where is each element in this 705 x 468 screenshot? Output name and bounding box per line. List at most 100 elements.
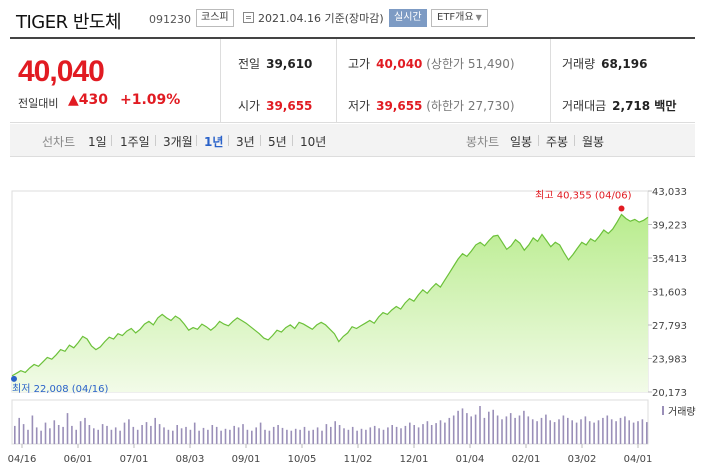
volume-bar xyxy=(220,430,222,444)
divider xyxy=(336,39,337,123)
volume-bar xyxy=(264,429,266,445)
volume-bar xyxy=(593,422,595,444)
high-label: 고가 xyxy=(348,57,371,71)
volume-bar xyxy=(93,428,95,444)
prev-value: 39,610 xyxy=(266,57,313,71)
candle-weekly[interactable]: 주봉 xyxy=(546,135,569,149)
volume-bar xyxy=(163,427,165,444)
high-marker xyxy=(618,205,625,212)
candle-monthly[interactable]: 월봉 xyxy=(582,135,605,149)
up-arrow-icon: ▲ xyxy=(68,92,79,108)
period-5y[interactable]: 5년 xyxy=(268,135,287,149)
volume-bar xyxy=(637,421,639,444)
divider xyxy=(228,135,229,146)
open-label: 시가 xyxy=(238,99,261,113)
price-area xyxy=(12,214,648,392)
x-tick-label: 06/01 xyxy=(64,454,93,465)
volume-bar xyxy=(588,421,591,444)
stock-code: 091230 xyxy=(149,13,191,26)
volume-bar xyxy=(624,416,626,444)
volume-bar xyxy=(110,429,113,445)
volume-bar xyxy=(400,428,402,444)
volume-bar xyxy=(409,422,411,444)
quote-panel: 40,040 전일대비 ▲430 +1.09% 전일 39,610 고가 40,04… xyxy=(10,37,695,123)
calendar-icon xyxy=(243,12,254,23)
volume-bar xyxy=(562,415,565,444)
volume-bar xyxy=(553,422,556,444)
volume-bar xyxy=(114,427,117,444)
volume-bar xyxy=(610,419,613,444)
period-1w[interactable]: 1주일 xyxy=(120,135,150,149)
volume-bar xyxy=(44,422,47,444)
volume-bar xyxy=(180,428,183,444)
low-price: 저가 39,655 (하한가 27,730) xyxy=(348,97,515,114)
quote-date: 2021.04.16 기준(장마감) xyxy=(258,12,384,25)
period-1d[interactable]: 1일 xyxy=(88,135,107,149)
divider xyxy=(550,39,551,123)
volume-bar xyxy=(62,426,64,444)
high-limit: (상한가 51,490) xyxy=(426,57,515,71)
volume-bar xyxy=(422,424,424,444)
volume-bar xyxy=(448,417,451,444)
volume-bar xyxy=(268,430,271,444)
x-tick-label: 08/03 xyxy=(176,454,205,465)
period-3y[interactable]: 3년 xyxy=(236,135,255,149)
line-chart-label: 선차트 xyxy=(42,135,76,149)
volume-bar xyxy=(461,408,464,444)
y-axis-ticks: 43,033 39,223 35,413 31,603 27,793 23,983 20,1… xyxy=(648,187,687,399)
y-tick-label: 39,223 xyxy=(652,221,687,232)
volume-bar xyxy=(88,425,91,444)
volume-bar xyxy=(185,426,187,444)
volume-bar xyxy=(545,414,547,444)
volume-bar xyxy=(294,428,297,444)
volume: 거래량 68,196 xyxy=(562,55,647,72)
volume-bar xyxy=(518,415,521,444)
volume-bar xyxy=(251,430,253,444)
volume-bar xyxy=(97,429,99,445)
volume-bar xyxy=(259,422,262,444)
volume-bar xyxy=(255,427,257,444)
high-price: 고가 40,040 (상한가 51,490) xyxy=(348,55,515,72)
volume-bar xyxy=(505,416,508,444)
volume-bar xyxy=(172,430,174,444)
y-tick-label: 31,603 xyxy=(652,288,687,299)
open-value: 39,655 xyxy=(266,99,313,113)
divider xyxy=(292,135,293,146)
volume-bar xyxy=(150,425,152,444)
volume-bar xyxy=(198,430,200,444)
realtime-button[interactable]: 실시간 xyxy=(389,9,427,27)
volume-bar xyxy=(325,424,328,444)
volume-bar xyxy=(158,424,161,444)
etf-info-dropdown[interactable]: ETF개요 ▼ xyxy=(431,9,488,27)
volume-bar xyxy=(215,426,218,444)
x-tick-label: 02/01 xyxy=(512,454,541,465)
volume-bar xyxy=(356,430,358,444)
current-price: 40,040 xyxy=(18,55,105,88)
period-1y[interactable]: 1년 xyxy=(204,135,224,149)
volume-bar xyxy=(474,414,477,444)
volume-bar xyxy=(413,425,415,444)
volume-bar xyxy=(57,425,60,444)
period-10y[interactable]: 10년 xyxy=(300,135,327,149)
x-tick-label: 10/05 xyxy=(288,454,317,465)
volume-bar xyxy=(597,420,600,445)
low-label: 저가 xyxy=(348,99,371,113)
volume-bar xyxy=(193,422,196,444)
x-tick-label: 04/16 xyxy=(8,454,37,465)
volume-bar xyxy=(351,426,354,444)
volume-bar xyxy=(395,426,398,444)
volume-bar xyxy=(523,410,525,445)
volume-bar xyxy=(71,425,73,444)
high-value: 40,040 xyxy=(376,57,423,71)
period-3m[interactable]: 3개월 xyxy=(163,135,193,149)
candle-daily[interactable]: 일봉 xyxy=(510,135,533,149)
volume-bar xyxy=(40,430,42,444)
volume-bar xyxy=(321,430,323,444)
volume-bar xyxy=(369,427,372,444)
volume-bar xyxy=(14,425,16,444)
amount-value: 2,718 백만 xyxy=(612,99,677,113)
volume-bar xyxy=(558,419,560,444)
market-badge: 코스피 xyxy=(196,9,234,27)
price-chart: 43,033 39,223 35,413 31,603 27,793 23,983 20,1… xyxy=(8,187,696,465)
volume-bar xyxy=(496,415,499,444)
